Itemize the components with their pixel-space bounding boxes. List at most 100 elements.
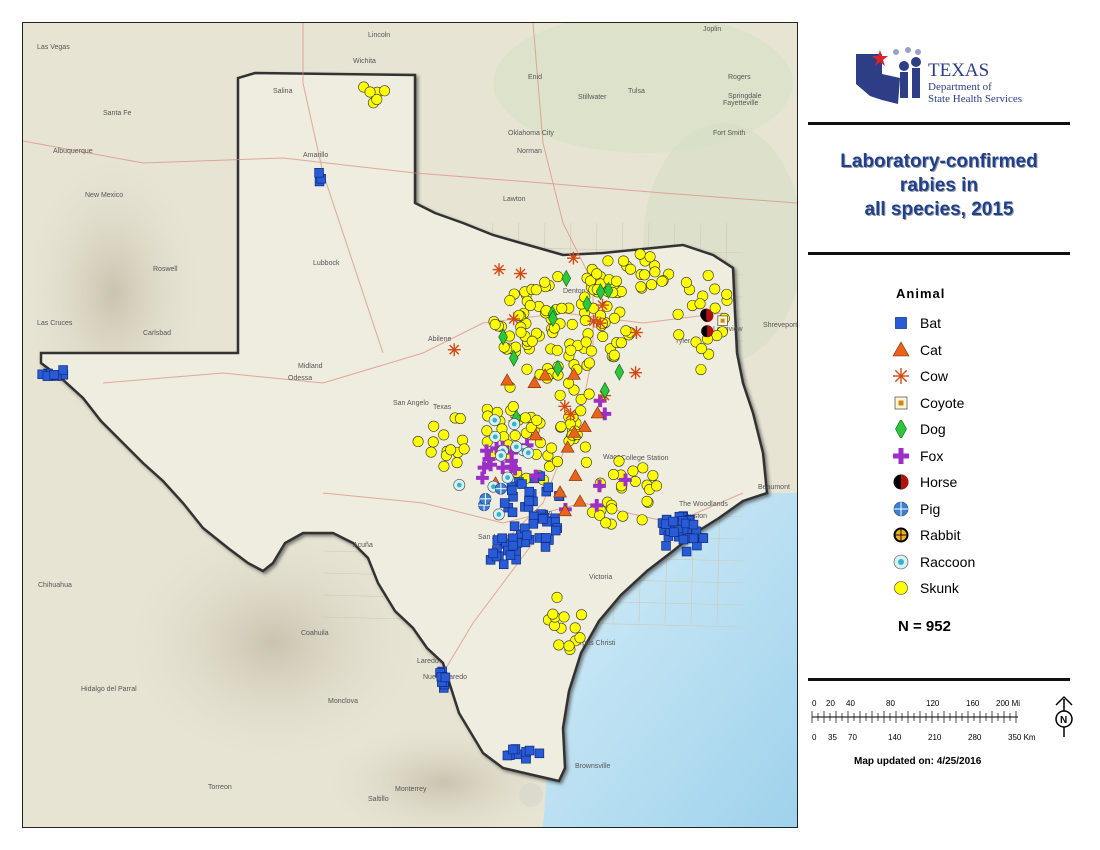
bat-marker [502,750,513,761]
skunk-marker [695,343,707,355]
star-icon [893,49,899,55]
legend-item-rabbit: Rabbit [890,525,960,545]
place-label: Las Vegas [37,44,70,51]
bat-marker [538,514,548,524]
dog-marker [595,283,606,301]
skunk-marker [428,420,440,432]
place-labels: Lincoln Wichita Salina Enid Joplin Tulsa Roger… [37,26,797,803]
skunk-marker [694,298,706,310]
bat-marker [314,168,324,178]
skunk-marker [610,275,622,287]
skunk-marker [489,318,501,330]
skunk-marker [451,457,463,469]
cat-marker [573,494,587,507]
bat-marker [507,485,517,496]
place-label: Midland [298,363,323,370]
skunk-marker [602,255,614,267]
place-label: Amarillo [303,152,328,159]
skunk-marker [438,429,450,441]
skunk-marker [644,251,656,263]
dog-marker [561,269,572,288]
skunk-marker [519,412,531,424]
bat-marker [498,559,509,570]
place-label: Fort Smith [713,130,745,137]
fox-marker [496,461,510,475]
skunk-marker [530,284,542,296]
place-label: Victoria [589,574,612,581]
pig-symbol-icon [893,501,909,516]
bat-marker [497,533,507,543]
place-label: Oklahoma City [508,130,554,137]
raccoon-marker [453,479,466,491]
place-label: Texas [433,404,452,411]
scale-bar: 0 20 40 80 120 160 200 Mi 0 35 70 140 210 280 350 Km … [808,695,1088,752]
map-canvas[interactable]: Lincoln Wichita Salina Enid Joplin Tulsa Roger… [23,23,797,827]
skunk-marker [575,405,587,417]
skunk-marker [575,609,587,621]
place-label: Albuquerque [53,148,93,155]
skunk-marker [709,283,721,295]
skunk-marker [509,429,521,441]
skunk-marker [618,255,630,267]
legend-label: Skunk [920,580,959,596]
rabies-points [37,81,733,764]
texas-outline [39,71,769,783]
scale-mi-label: 80 [886,699,895,708]
bat-marker [508,540,518,551]
place-label: Longview [713,326,744,333]
place-label: Enid [528,74,542,81]
raccoon-symbol-icon [893,554,909,569]
place-label: Roswell [153,266,178,273]
skunk-marker [524,299,536,311]
bat-symbol-icon [895,317,907,329]
skunk-marker [613,455,625,467]
skunk-marker [539,276,551,288]
bat-marker [507,507,518,518]
skunk-marker [583,357,595,369]
skunk-marker [635,281,647,293]
skunk-marker [594,509,606,521]
skunk-marker [379,85,391,97]
place-label: Salina [273,88,293,95]
map-title: Laboratory-confirmed rabies in all speci… [808,150,1070,222]
bat-marker [669,527,679,537]
cow-marker [629,366,642,380]
skunk-marker [543,460,555,472]
logo-text-texas: TEXAS [928,60,989,81]
scale-mi-label: 0 [812,699,817,708]
scale-km-label: 350 Km [1008,733,1036,742]
place-label: Stillwater [578,94,607,101]
raccoon-marker [495,449,507,462]
dog-marker [600,381,610,400]
skunk-marker [579,314,591,326]
place-label: Chihuahua [38,582,72,589]
place-label: Wichita [353,58,376,65]
legend-item-cat: Cat [890,340,942,360]
bat-marker [678,534,689,545]
cat-marker [500,373,515,386]
skunk-marker [548,322,560,334]
skunk-marker [551,344,563,356]
person-icon [911,57,921,67]
skunk-marker [709,302,721,314]
bat-marker [505,550,516,560]
raccoon-marker [492,508,505,521]
skunk-marker [620,325,632,337]
map-panel[interactable]: Lincoln Wichita Salina Enid Joplin Tulsa Roger… [22,22,798,828]
bat-marker [681,546,692,557]
place-label: The Woodlands [679,501,728,508]
place-label: Shreveport [763,322,797,329]
skunk-marker [521,363,533,375]
skunk-marker [579,441,591,453]
place-label: San Angelo [393,400,429,407]
fox-marker [477,461,491,474]
skunk-marker [702,269,714,281]
logo-text-department: Department of [928,81,992,93]
cow-marker [587,314,601,328]
svg-text:N: N [1060,715,1067,726]
skunk-marker [438,460,450,472]
legend-label: Pig [920,500,941,517]
raccoon-marker [501,471,514,484]
place-label: College Station [621,455,669,462]
skunk-marker [574,632,586,644]
